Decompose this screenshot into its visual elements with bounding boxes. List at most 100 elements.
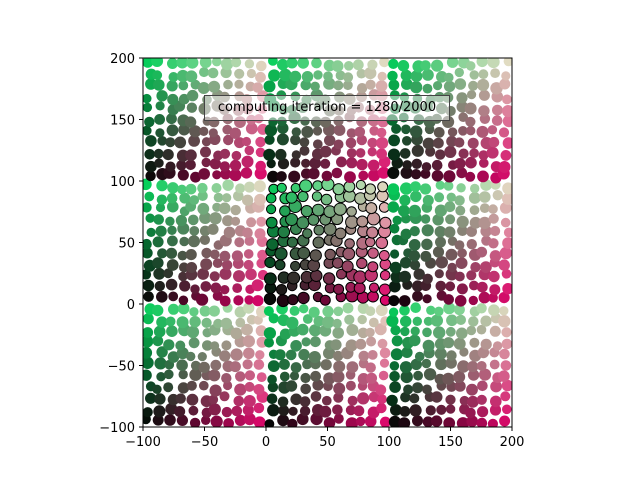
data-point [168, 303, 179, 315]
data-point [501, 71, 511, 81]
data-point [408, 239, 421, 251]
data-point [167, 182, 179, 194]
data-point [468, 316, 479, 327]
data-point [219, 267, 232, 280]
data-point [308, 351, 321, 364]
data-point [421, 162, 432, 172]
data-point [457, 360, 470, 373]
data-point [467, 369, 480, 381]
data-point [400, 166, 413, 179]
data-point [152, 384, 162, 394]
data-point [365, 202, 378, 215]
data-point [176, 69, 189, 83]
data-point [346, 148, 357, 158]
data-point [165, 137, 176, 148]
data-point [297, 58, 309, 69]
data-point [400, 228, 412, 240]
data-point [489, 359, 500, 370]
data-point [456, 167, 468, 179]
data-point [488, 238, 499, 249]
data-point [297, 291, 310, 305]
data-point [410, 358, 422, 371]
data-point [222, 193, 232, 203]
data-point [167, 351, 180, 363]
data-point [264, 124, 278, 137]
data-point [221, 340, 232, 351]
data-point [278, 405, 290, 416]
data-point [156, 291, 168, 303]
data-point [332, 318, 342, 329]
data-point [223, 418, 234, 427]
data-point [422, 339, 435, 352]
data-point [412, 316, 422, 326]
data-point [377, 181, 389, 193]
data-point [233, 190, 244, 202]
data-point [263, 148, 276, 161]
data-point [201, 137, 212, 147]
data-point [346, 324, 359, 336]
data-point [422, 137, 435, 150]
data-point [230, 348, 243, 361]
data-point [333, 139, 344, 150]
data-point [320, 193, 333, 206]
data-point [346, 157, 358, 169]
data-point [143, 313, 154, 325]
data-point [291, 150, 301, 160]
data-point [414, 351, 425, 362]
data-point [310, 391, 322, 402]
data-point [219, 161, 230, 172]
data-point [502, 137, 512, 149]
data-point [498, 161, 511, 173]
data-point [323, 59, 336, 72]
data-point [332, 404, 343, 416]
data-point [152, 257, 164, 269]
data-point [435, 149, 446, 160]
data-point [242, 194, 254, 206]
data-point [322, 395, 332, 406]
data-point [167, 225, 177, 235]
data-point [167, 93, 179, 106]
data-point [355, 416, 366, 427]
data-point [476, 394, 487, 405]
data-point [320, 359, 332, 371]
data-point [146, 227, 156, 237]
data-point [480, 338, 492, 350]
data-point [289, 305, 300, 316]
data-point [357, 392, 370, 405]
data-point [165, 216, 175, 226]
data-point [435, 236, 446, 248]
data-point [466, 239, 477, 250]
data-point [210, 341, 220, 351]
data-point [165, 247, 178, 259]
data-point [433, 81, 443, 91]
data-point [251, 279, 264, 292]
data-point [198, 168, 210, 180]
data-point [263, 327, 276, 340]
data-point [454, 380, 466, 392]
data-point [154, 357, 167, 370]
data-point [209, 384, 222, 397]
y-axis: −100 −50 0 50 100 150 200 [99, 52, 143, 436]
data-point [435, 180, 445, 190]
x-axis: −100 −50 0 50 100 150 200 [125, 427, 524, 450]
data-point [278, 358, 290, 370]
data-point [210, 359, 222, 371]
data-point [445, 248, 458, 261]
data-point [455, 314, 466, 325]
data-point [434, 204, 447, 217]
data-point [201, 317, 212, 328]
data-point [478, 368, 492, 381]
data-point [367, 261, 379, 273]
y-tick-label: −100 [99, 421, 135, 436]
data-point [267, 170, 279, 183]
data-point [433, 126, 445, 138]
data-point [430, 415, 443, 427]
data-point [185, 249, 197, 261]
data-point [357, 327, 369, 339]
data-point [243, 395, 256, 408]
data-point [255, 350, 265, 360]
data-point [312, 180, 324, 192]
data-point [320, 158, 331, 169]
data-point [144, 149, 155, 160]
data-point [255, 147, 266, 158]
